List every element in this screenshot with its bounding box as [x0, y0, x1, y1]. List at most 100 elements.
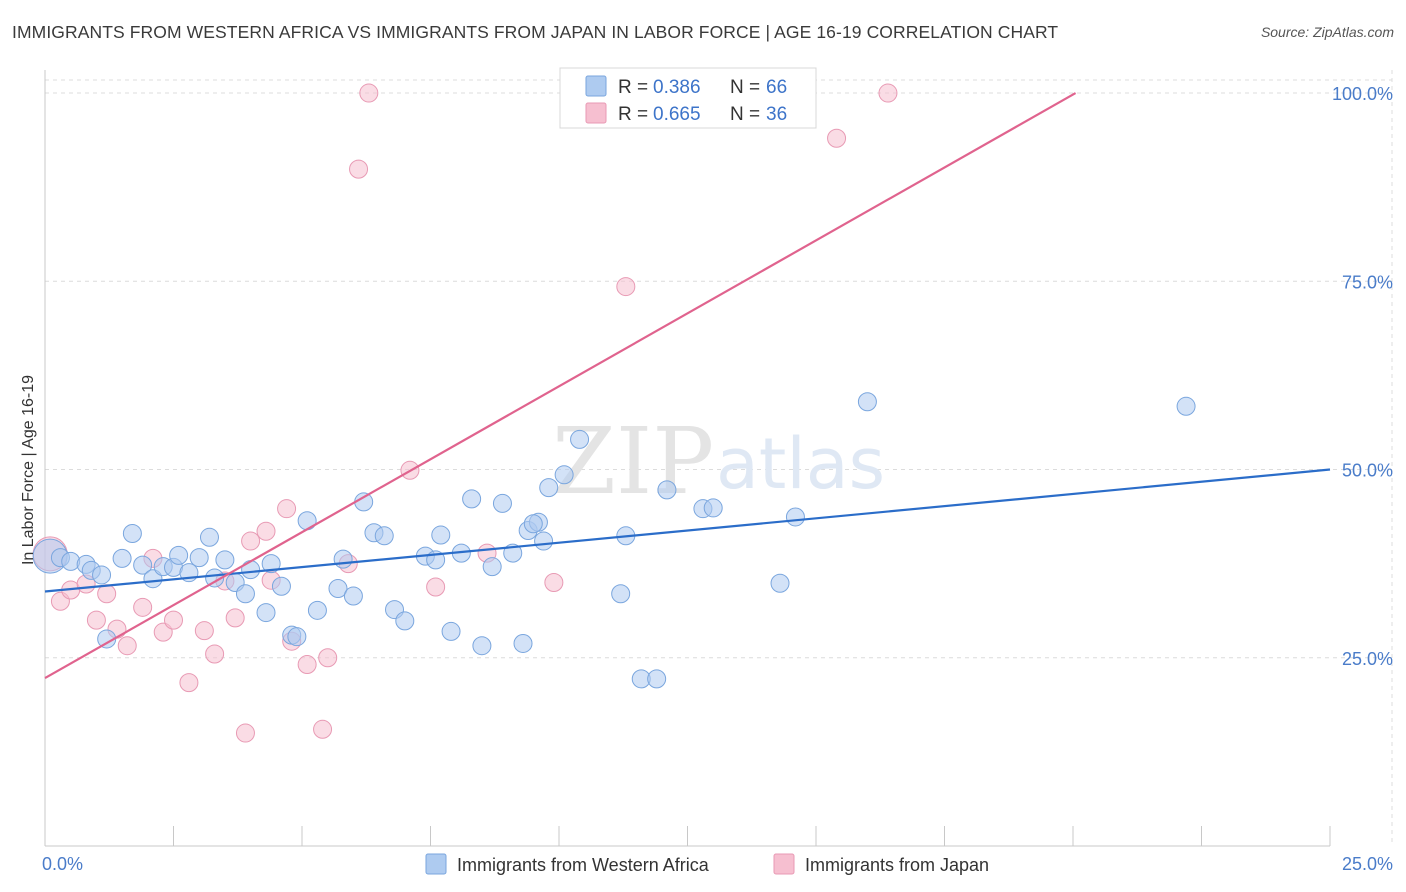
western-africa-point: [122, 524, 142, 544]
x-tick-label: 0.0%: [42, 854, 83, 874]
japan-trend-line: [44, 92, 1077, 680]
japan-points: [32, 83, 898, 743]
legend-r-value: 0.386: [653, 77, 701, 98]
watermark: ZIP atlas: [552, 408, 885, 515]
japan-point: [827, 128, 847, 148]
legend-r-label: R =: [618, 77, 648, 98]
stats-legend: R = 0.386 N = 66 R = 0.665 N = 36: [559, 67, 817, 129]
japan-point: [297, 655, 317, 675]
western-africa-point: [785, 507, 805, 527]
western-africa-point: [143, 569, 163, 589]
bottom-legend-label-japan: Immigrants from Japan: [805, 855, 989, 875]
western-africa-point: [189, 548, 209, 568]
japan-point: [277, 499, 297, 519]
western-africa-point: [328, 578, 348, 598]
western-africa-point: [534, 531, 554, 551]
japan-point: [241, 531, 261, 551]
legend-n-value: 36: [766, 104, 787, 125]
trend-lines: [44, 92, 1331, 680]
western-africa-point: [133, 555, 153, 575]
western-africa-point: [770, 573, 790, 593]
y-tick-label: 100.0%: [1332, 84, 1393, 104]
western-africa-point: [492, 493, 512, 513]
japan-point: [194, 621, 214, 641]
western-africa-point: [61, 551, 81, 571]
western-africa-point: [657, 480, 677, 500]
japan-point: [349, 159, 369, 179]
western-africa-point: [857, 392, 877, 412]
japan-point: [205, 644, 225, 664]
western-africa-point: [256, 603, 276, 623]
bottom-legend-label-western-africa: Immigrants from Western Africa: [457, 855, 710, 875]
gridlines: [45, 70, 1393, 846]
western-africa-point: [92, 565, 112, 585]
western-africa-point: [343, 586, 363, 606]
y-tick-label: 75.0%: [1342, 272, 1393, 292]
western-africa-point: [611, 584, 631, 604]
western-africa-point: [112, 548, 132, 568]
western-africa-point: [374, 526, 394, 546]
western-africa-point: [647, 669, 667, 689]
western-africa-points: [32, 392, 1196, 689]
japan-point: [153, 622, 173, 642]
legend-n-label: N =: [730, 77, 760, 98]
western-africa-point: [703, 498, 723, 518]
western-africa-point: [271, 576, 291, 596]
western-africa-point: [554, 465, 574, 485]
legend-swatch-blue: [585, 75, 607, 97]
western-africa-point: [241, 560, 261, 580]
western-africa-point: [287, 627, 307, 647]
western-africa-point: [472, 636, 492, 656]
western-africa-point: [333, 549, 353, 569]
japan-point: [117, 636, 137, 656]
western-africa-trend-line: [44, 468, 1331, 593]
japan-point: [86, 610, 106, 630]
japan-point: [235, 723, 255, 743]
x-tick-label: 25.0%: [1342, 854, 1393, 874]
western-africa-point: [297, 511, 317, 531]
western-africa-point: [570, 429, 590, 449]
y-tick-label: 50.0%: [1342, 461, 1393, 481]
japan-point: [97, 584, 117, 604]
western-africa-point: [523, 514, 543, 534]
watermark-atlas: atlas: [716, 423, 885, 505]
source-credit: Source: ZipAtlas.com: [1260, 24, 1394, 40]
japan-point: [179, 673, 199, 693]
japan-point: [164, 610, 183, 630]
western-africa-point: [441, 621, 461, 641]
western-africa-point: [261, 554, 281, 574]
japan-point: [544, 572, 564, 592]
japan-point: [426, 577, 446, 597]
japan-point: [878, 83, 898, 103]
western-africa-point: [431, 525, 451, 545]
japan-point: [313, 719, 333, 739]
legend-r-label: R =: [618, 104, 648, 125]
western-africa-point: [462, 489, 482, 509]
y-axis-label: In Labor Force | Age 16-19: [20, 375, 37, 565]
western-africa-point: [513, 633, 533, 653]
bottom-legend-swatch-pink: [773, 853, 795, 875]
japan-point: [256, 521, 276, 541]
western-africa-point: [395, 611, 415, 631]
series-legend: Immigrants from Western Africa Immigrant…: [425, 853, 989, 875]
western-africa-point: [215, 550, 235, 570]
western-africa-point: [307, 600, 327, 620]
bottom-legend-swatch-blue: [425, 853, 447, 875]
legend-n-value: 66: [766, 77, 787, 98]
legend-swatch-pink: [585, 102, 607, 124]
watermark-zip: ZIP: [552, 408, 714, 515]
legend-n-label: N =: [730, 104, 760, 125]
japan-point: [225, 608, 245, 628]
japan-point: [318, 648, 338, 668]
western-africa-point: [1176, 396, 1196, 416]
western-africa-point: [169, 545, 189, 565]
japan-point: [359, 83, 379, 103]
y-tick-label: 25.0%: [1342, 649, 1393, 669]
axes: [44, 70, 1331, 847]
western-africa-point: [235, 584, 255, 604]
western-africa-point: [482, 557, 502, 577]
tick-labels: 25.0% 50.0% 75.0% 100.0% 0.0% 25.0%: [42, 84, 1393, 874]
chart-title: IMMIGRANTS FROM WESTERN AFRICA VS IMMIGR…: [12, 22, 1059, 42]
japan-point: [133, 597, 153, 617]
